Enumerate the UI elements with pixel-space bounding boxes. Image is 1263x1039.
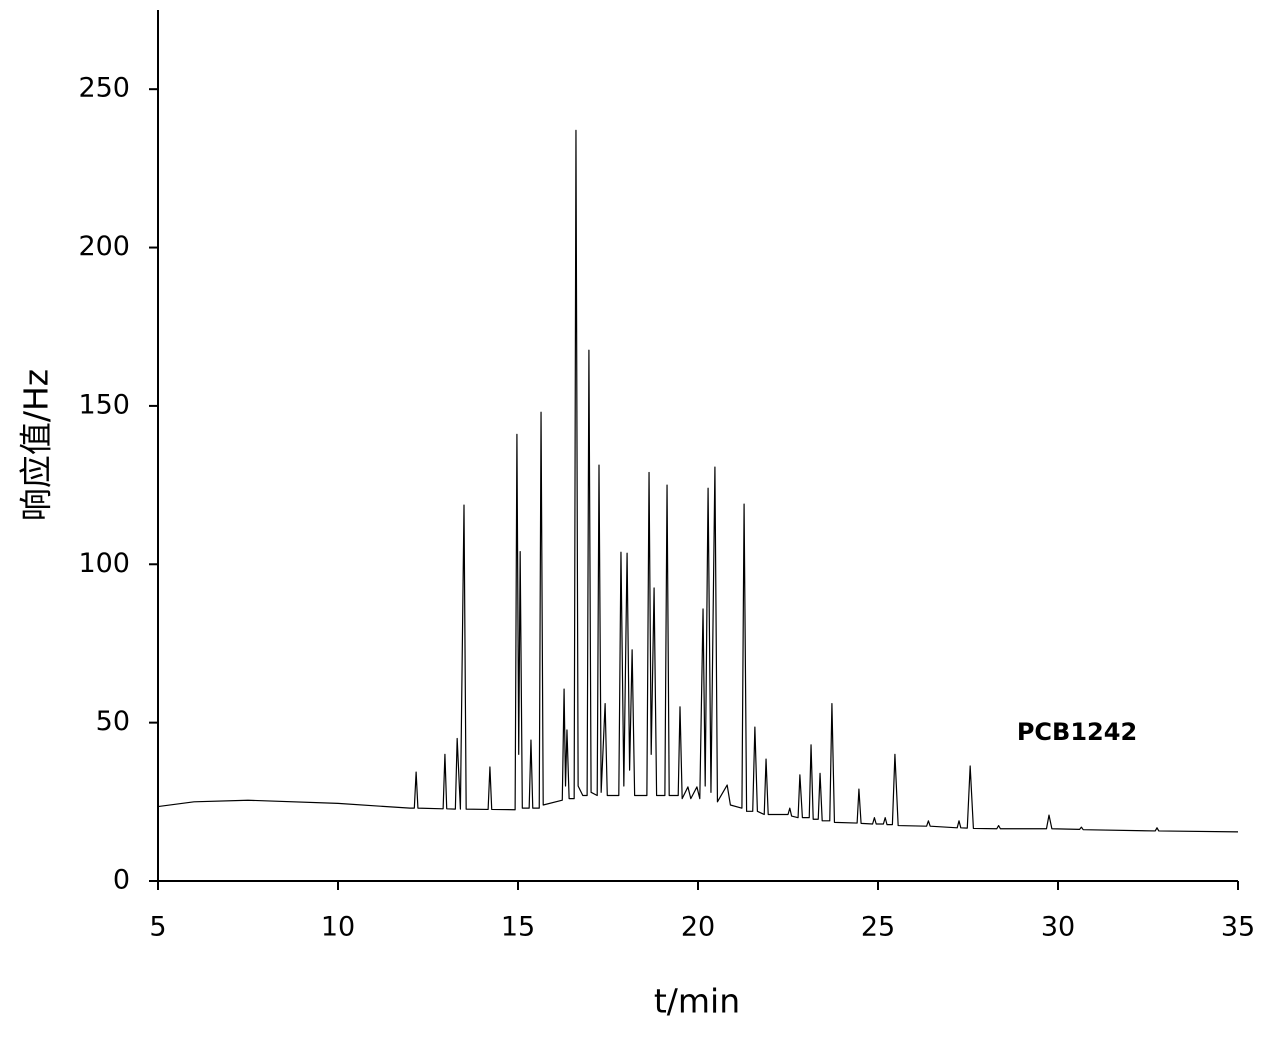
y-tick-label: 200: [78, 231, 130, 262]
y-axis-title: 响应值/Hz: [17, 369, 56, 521]
y-tick-label: 150: [78, 389, 130, 420]
x-tick-label: 30: [1041, 912, 1075, 943]
x-tick-label: 35: [1221, 912, 1255, 943]
y-tick-label: 250: [78, 73, 130, 104]
x-tick-label: 15: [501, 912, 535, 943]
x-tick-label: 5: [149, 912, 166, 943]
data-line: [157, 129, 1239, 833]
x-tick-label: 20: [681, 912, 715, 943]
y-tick-label: 50: [96, 706, 130, 737]
y-tick-label: 100: [78, 548, 130, 579]
y-tick-label: 0: [113, 865, 130, 896]
x-tick-label: 25: [861, 912, 895, 943]
x-axis-title: t/min: [654, 982, 740, 1021]
annotation: PCB1242: [1017, 718, 1137, 746]
x-tick-label: 10: [321, 912, 355, 943]
